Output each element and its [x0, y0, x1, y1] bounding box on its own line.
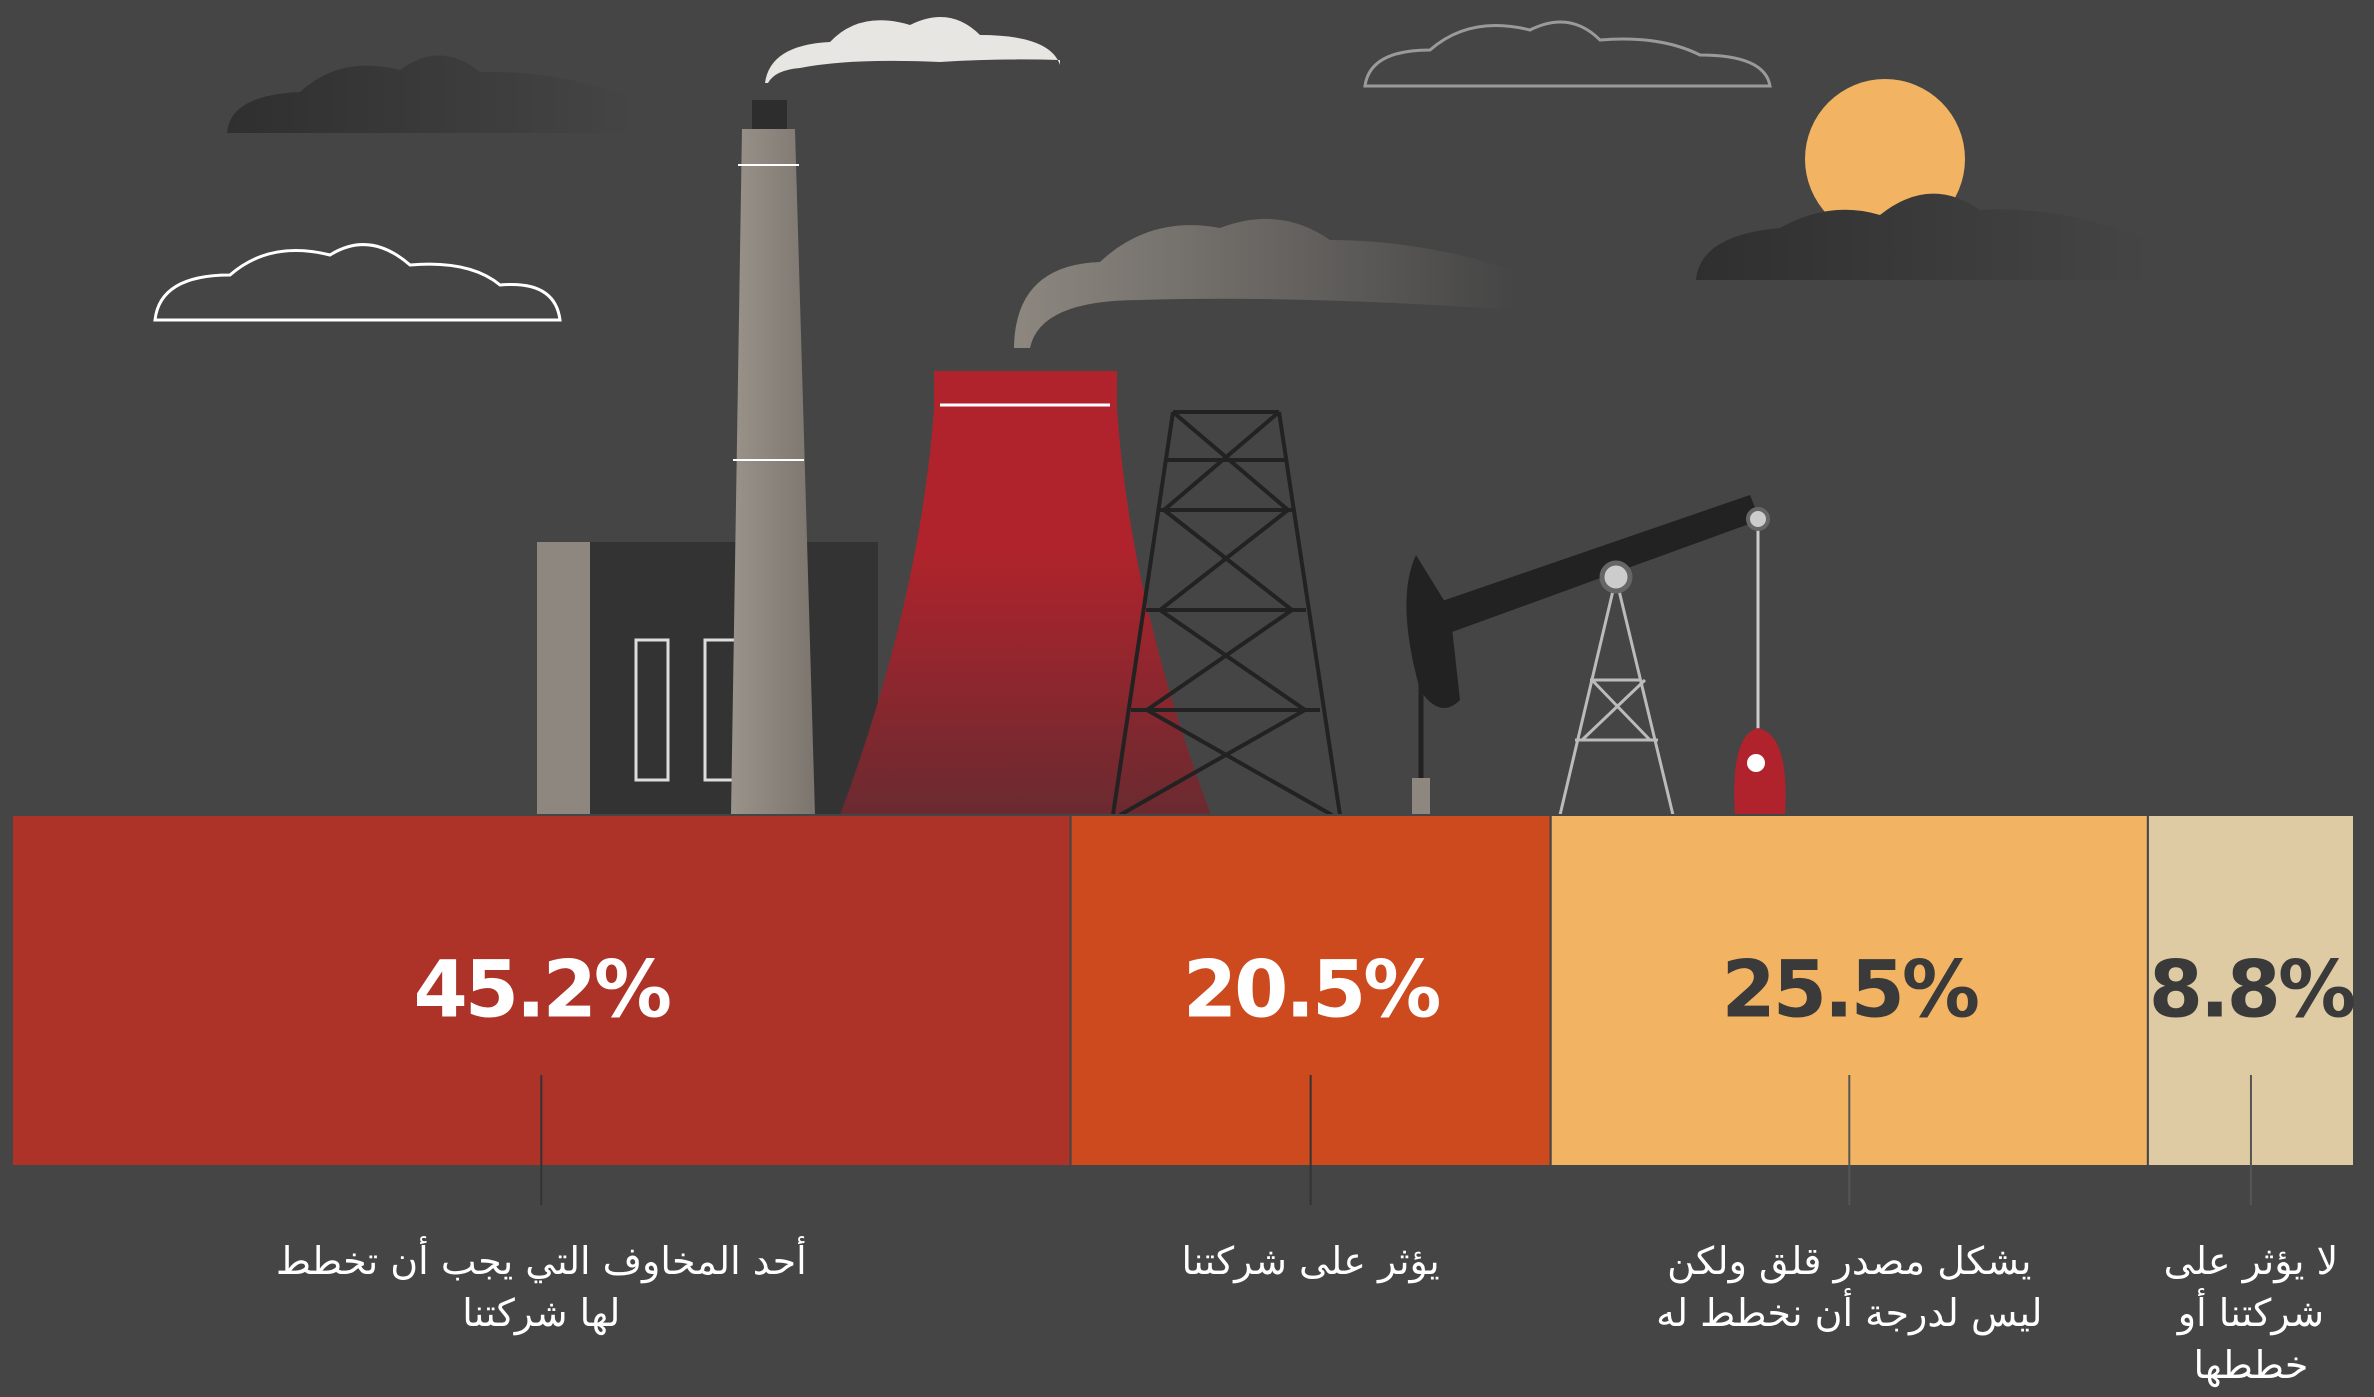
stacked-bar: 45.2% 20.5% 25.5% 8.8%: [11, 814, 2357, 1205]
cloud: [227, 55, 636, 133]
value-label: 25.5%: [1721, 945, 1977, 1035]
derrick: [1111, 410, 1342, 817]
category-label: يشكل مصدر قلق ولكن ليس لدرجة أن نخطط له: [1656, 1239, 2043, 1335]
value-label: 8.8%: [2149, 945, 2354, 1035]
cloud: [153, 243, 562, 322]
cloud: [1696, 193, 2150, 280]
cooling-tower: [840, 371, 1211, 815]
value-label: 20.5%: [1183, 945, 1439, 1035]
window: [634, 638, 670, 782]
illustration: [153, 17, 2150, 817]
category-label: لا يؤثر على شركتنا أو خططها: [2163, 1239, 2339, 1387]
cloud: [1014, 218, 1514, 348]
category-label: أحد المخاوف التي يجب أن تخطط لها شركتنا: [275, 1239, 807, 1335]
cloud: [1363, 20, 1772, 88]
building-pillar: [537, 542, 590, 815]
value-label: 45.2%: [413, 945, 669, 1035]
chimney-cap: [752, 100, 787, 129]
cloud: [765, 17, 1060, 83]
category-label: يؤثر على شركتنا: [1181, 1239, 1440, 1283]
chimney: [731, 129, 815, 815]
pump-jack: [1406, 495, 1786, 816]
